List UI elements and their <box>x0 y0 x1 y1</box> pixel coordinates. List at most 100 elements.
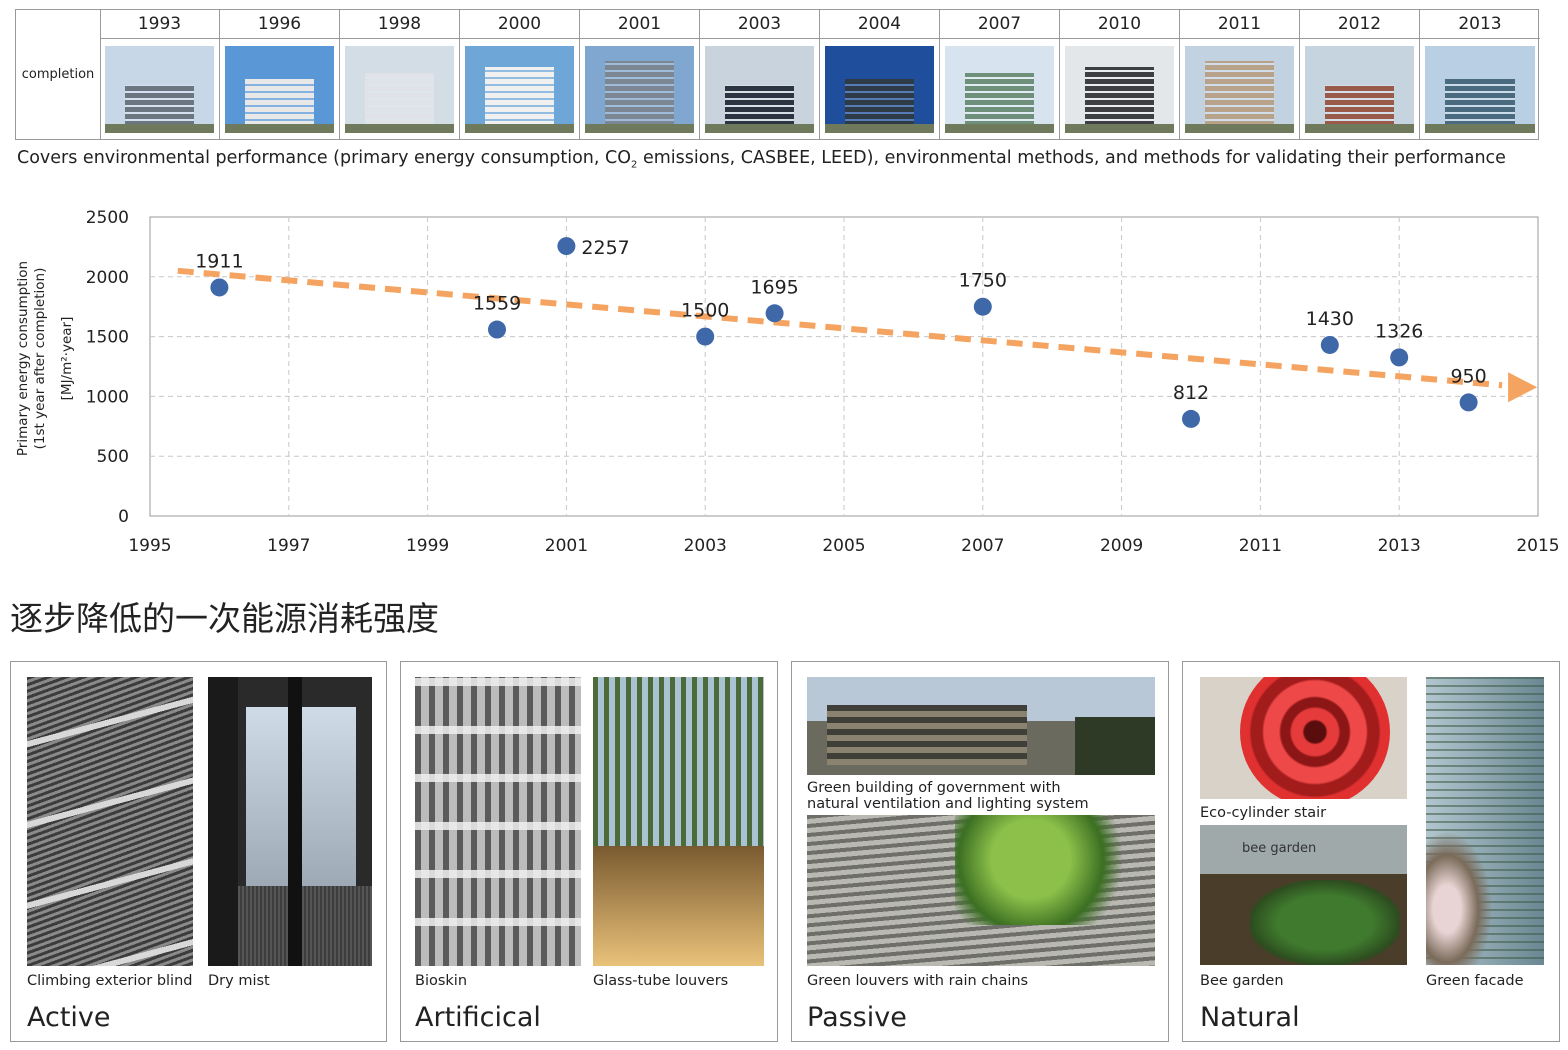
timeline-column-2007: 2007 <box>940 10 1060 139</box>
timeline-year: 2011 <box>1180 10 1299 39</box>
building-thumbnail-2003 <box>705 46 814 133</box>
x-tick-label: 2009 <box>1100 536 1143 556</box>
photo-eco-cylinder-stair <box>1200 677 1407 799</box>
building-thumbnail-2004 <box>825 46 934 133</box>
panel-title-natural: Natural <box>1200 1002 1300 1033</box>
caption-green-louvers-rain-chains: Green louvers with rain chains <box>807 973 1029 989</box>
photo-bioskin <box>415 677 581 966</box>
y-tick-label: 1000 <box>86 387 129 407</box>
timeline-column-1993: 1993 <box>100 10 220 139</box>
data-point <box>1182 409 1200 428</box>
data-label: 1430 <box>1306 308 1354 330</box>
building-thumbnail-2013 <box>1425 46 1535 133</box>
data-label: 2257 <box>581 237 629 259</box>
scope-caption: Covers environmental performance (primar… <box>17 148 1506 171</box>
timeline-column-2010: 2010 <box>1060 10 1180 139</box>
y-tick-label: 1500 <box>86 328 129 348</box>
building-thumbnail-2000 <box>465 46 574 133</box>
caption-eco-cylinder-stair: Eco-cylinder stair <box>1200 805 1327 821</box>
y-tick-label: 2500 <box>86 208 129 228</box>
data-label: 1911 <box>195 250 243 272</box>
y-axis-label: Primary energy consumption (1st year afte… <box>15 261 75 456</box>
timeline-year: 1998 <box>340 10 459 39</box>
data-point <box>696 327 715 346</box>
timeline-column-2012: 2012 <box>1300 10 1420 139</box>
photo-green-facade <box>1426 677 1544 965</box>
y-axis-label-line: [MJ/m²·year] <box>59 317 75 401</box>
timeline-year: 2012 <box>1300 10 1419 39</box>
trend-arrowhead <box>1508 372 1538 403</box>
building-thumbnail-2007 <box>945 46 1054 133</box>
y-tick-label: 500 <box>97 447 129 467</box>
photo-green-louvers-rain-chains <box>807 815 1155 966</box>
bee-garden-sign: bee garden <box>1242 841 1317 856</box>
x-tick-label: 2007 <box>961 536 1004 556</box>
panel-active: Climbing exterior blind Dry mist Active <box>10 661 387 1042</box>
data-point <box>1390 348 1409 367</box>
timeline-column-2003: 2003 <box>700 10 820 139</box>
caption-text-2: emissions, CASBEE, LEED), environmental … <box>637 148 1506 168</box>
data-point <box>973 297 992 316</box>
timeline-year: 2007 <box>940 10 1059 39</box>
y-axis-label-line: Primary energy consumption <box>15 261 31 456</box>
caption-glass-tube-louvers: Glass-tube louvers <box>593 973 729 989</box>
data-point <box>557 237 576 256</box>
timeline-column-1996: 1996 <box>220 10 340 139</box>
x-tick-label: 1999 <box>406 536 449 556</box>
data-label: 812 <box>1173 382 1209 404</box>
caption-subscript: 2 <box>631 159 638 171</box>
panel-title-passive: Passive <box>807 1002 907 1033</box>
data-label: 1500 <box>681 300 729 322</box>
data-label: 1750 <box>959 270 1007 292</box>
timeline-year: 2004 <box>820 10 939 39</box>
x-tick-label: 1997 <box>267 536 310 556</box>
x-tick-label: 2005 <box>822 536 865 556</box>
data-label: 1695 <box>750 276 798 298</box>
y-tick-label: 2000 <box>86 268 129 288</box>
caption-green-facade: Green facade <box>1426 973 1524 989</box>
caption-bee-garden: Bee garden <box>1200 973 1284 989</box>
caption-text-1: Covers environmental performance (primar… <box>17 148 632 168</box>
chinese-title: 逐步降低的一次能源消耗强度 <box>10 599 439 638</box>
timeline-column-2000: 2000 <box>460 10 580 139</box>
timeline-year: 1996 <box>220 10 339 39</box>
timeline-column-2011: 2011 <box>1180 10 1300 139</box>
photo-green-government-building <box>807 677 1155 775</box>
energy-consumption-chart: Primary energy consumption (1st year afte… <box>15 208 1560 556</box>
y-tick-label: 0 <box>118 507 129 527</box>
building-thumbnail-2001 <box>585 46 694 133</box>
building-thumbnail-2011 <box>1185 46 1294 133</box>
timeline-column-2004: 2004 <box>820 10 940 139</box>
data-label: 1326 <box>1375 320 1423 342</box>
caption-green-government-building-line1: Green building of government with <box>807 780 1061 796</box>
panel-title-artificial: Artificical <box>415 1002 541 1033</box>
building-thumbnail-2010 <box>1065 46 1174 133</box>
timeline-year: 2000 <box>460 10 579 39</box>
photo-glass-tube-louvers <box>593 677 764 966</box>
timeline-column-2001: 2001 <box>580 10 700 139</box>
data-label: 1559 <box>473 293 521 315</box>
timeline-year: 2013 <box>1420 10 1540 39</box>
x-tick-label: 1995 <box>128 536 171 556</box>
building-thumbnail-1998 <box>345 46 454 133</box>
photo-bee-garden: bee garden <box>1200 825 1407 965</box>
timeline-column-2013: 2013 <box>1420 10 1540 139</box>
panel-natural: Eco-cylinder stair bee garden Bee garden… <box>1182 661 1560 1042</box>
data-point <box>1459 393 1478 412</box>
data-label: 950 <box>1450 365 1486 387</box>
x-tick-label: 2015 <box>1516 536 1559 556</box>
caption-climbing-exterior-blind: Climbing exterior blind <box>27 973 193 989</box>
y-axis-label-line: (1st year after completion) <box>32 268 48 450</box>
data-point <box>765 304 784 323</box>
completion-timeline: completion 1993 1996 1998 2000 2001 2003 2004 2… <box>15 9 1540 140</box>
photo-climbing-exterior-blind <box>27 677 193 966</box>
building-thumbnail-1993 <box>105 46 214 133</box>
timeline-year: 2001 <box>580 10 699 39</box>
data-point <box>1320 335 1339 354</box>
timeline-column-1998: 1998 <box>340 10 460 139</box>
panel-title-active: Active <box>27 1002 111 1033</box>
timeline-year: 2003 <box>700 10 819 39</box>
x-tick-label: 2011 <box>1239 536 1282 556</box>
panel-artificial: Bioskin Glass-tube louvers Artificical <box>400 661 778 1042</box>
caption-dry-mist: Dry mist <box>208 973 270 989</box>
